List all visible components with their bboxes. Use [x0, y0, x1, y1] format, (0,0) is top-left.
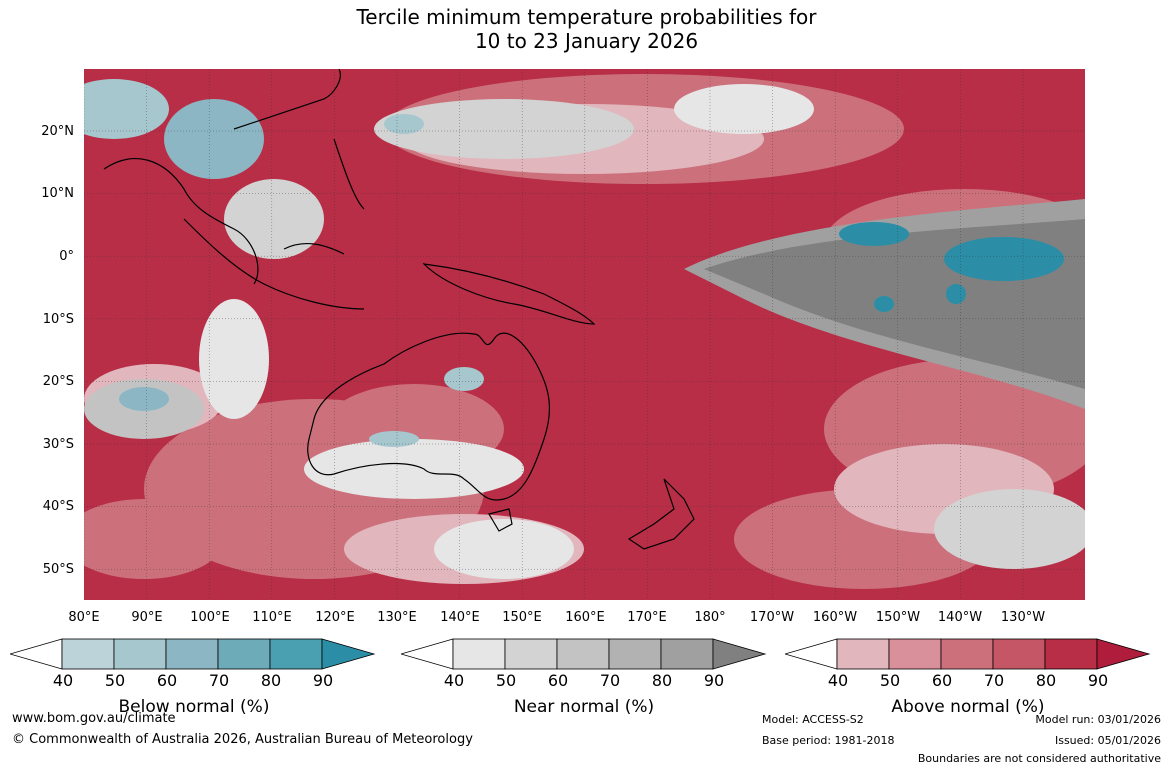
lon-label: 140°W	[937, 610, 983, 625]
near-tick: 80	[651, 671, 673, 690]
near-tick: 90	[703, 671, 725, 690]
colorbar-segment	[504, 638, 558, 670]
below-normal-areas	[84, 79, 1064, 447]
near-tick: 50	[495, 671, 517, 690]
graticule	[84, 69, 1085, 600]
map-title-line2: 10 to 23 January 2026	[474, 29, 699, 53]
lat-label: 0°	[59, 249, 74, 264]
colorbar-segment	[217, 638, 271, 670]
below-normal-title: Below normal (%)	[118, 697, 270, 717]
above-normal-colorbar	[785, 638, 1151, 670]
lon-label: 180°	[694, 610, 726, 625]
tasmania-coastline	[488, 508, 513, 532]
map-title-line1: Tercile minimum temperature probabilitie…	[356, 5, 817, 29]
issued-text: Issued: 05/01/2026	[1054, 734, 1161, 747]
colorbar-right-extension	[1096, 638, 1151, 670]
near-tick: 70	[599, 671, 621, 690]
above-tick: 50	[879, 671, 901, 690]
above-normal-title: Above normal (%)	[891, 697, 1045, 717]
copyright-text: © Commonwealth of Australia 2026, Austra…	[12, 732, 473, 747]
lon-label: 150°E	[502, 610, 542, 625]
colorbar-segment	[992, 638, 1046, 670]
colorbar-segment	[888, 638, 942, 670]
lat-label: 30°S	[42, 437, 74, 452]
lat-label: 10°N	[41, 186, 74, 201]
colorbar-left-extension	[401, 638, 454, 670]
lon-label: 120°E	[315, 610, 355, 625]
model-text: Model: ACCESS-S2	[762, 713, 864, 726]
near-tick: 60	[547, 671, 569, 690]
lat-label: 10°S	[42, 312, 74, 327]
lon-label: 110°E	[252, 610, 292, 625]
lon-label: 160°W	[812, 610, 858, 625]
lat-label: 20°N	[41, 124, 74, 139]
colorbar-segment	[608, 638, 662, 670]
new-zealand-coastline	[627, 478, 695, 550]
below-tick: 70	[208, 671, 230, 690]
below-tick: 90	[312, 671, 334, 690]
asia-coastline	[103, 69, 341, 285]
near-normal-colorbar	[401, 638, 767, 670]
lon-label: 130°E	[377, 610, 417, 625]
above-tick: 60	[931, 671, 953, 690]
colorbar-left-extension	[10, 638, 63, 670]
colorbar-segment	[452, 638, 506, 670]
lon-label: 80°E	[68, 610, 100, 625]
colorbar-segment	[660, 638, 714, 670]
lon-label: 100°E	[190, 610, 230, 625]
colorbar-left-extension	[785, 638, 838, 670]
model-run-text: Model run: 03/01/2026	[1035, 713, 1161, 726]
below-tick: 80	[260, 671, 282, 690]
colorbar-segment	[556, 638, 610, 670]
colorbar-segment	[836, 638, 890, 670]
below-tick: 40	[52, 671, 74, 690]
colorbar-segment	[1044, 638, 1098, 670]
lat-label: 50°S	[42, 562, 74, 577]
lon-label: 170°W	[749, 610, 795, 625]
near-tick: 40	[443, 671, 465, 690]
base-period-text: Base period: 1981-2018	[762, 734, 895, 747]
new-guinea-coastline	[422, 263, 596, 325]
disclaimer-text: Boundaries are not considered authoritat…	[917, 752, 1161, 765]
lon-label: 130°W	[1000, 610, 1046, 625]
colorbar-segment	[61, 638, 115, 670]
lon-label: 90°E	[131, 610, 163, 625]
colorbar-segment	[165, 638, 219, 670]
colorbar-segment	[113, 638, 167, 670]
below-tick: 60	[156, 671, 178, 690]
colorbar-right-extension	[712, 638, 767, 670]
above-tick: 40	[827, 671, 849, 690]
below-tick: 50	[104, 671, 126, 690]
below-normal-colorbar	[10, 638, 376, 670]
colorbar-right-extension	[321, 638, 376, 670]
above-tick: 90	[1087, 671, 1109, 690]
lon-label: 160°E	[565, 610, 605, 625]
colorbar-segment	[269, 638, 323, 670]
colorbar-segment	[940, 638, 994, 670]
website-link[interactable]: www.bom.gov.au/climate	[12, 711, 176, 726]
above-tick: 80	[1035, 671, 1057, 690]
near-normal-title: Near normal (%)	[513, 697, 655, 717]
probability-map	[84, 69, 1085, 600]
lat-label: 40°S	[42, 499, 74, 514]
australia-coastline	[307, 332, 550, 501]
lon-label: 140°E	[440, 610, 480, 625]
lon-label: 170°E	[627, 610, 667, 625]
lat-label: 20°S	[42, 374, 74, 389]
above-tick: 70	[983, 671, 1005, 690]
lon-label: 150°W	[875, 610, 921, 625]
